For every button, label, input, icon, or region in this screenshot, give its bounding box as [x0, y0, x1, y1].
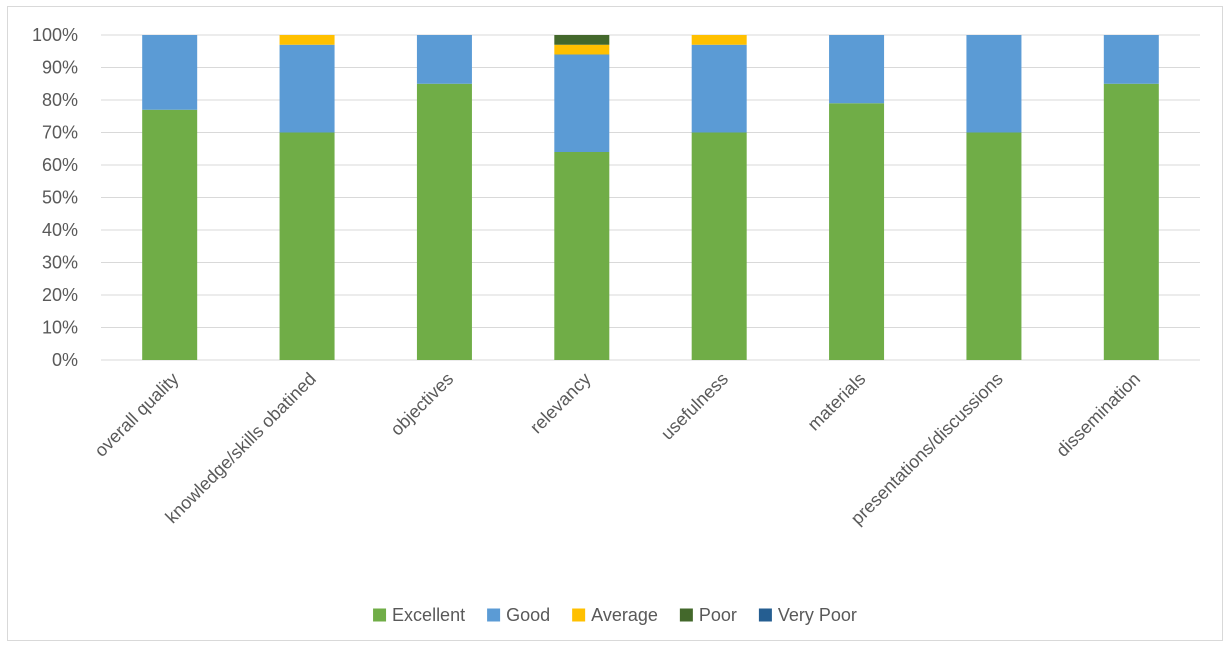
y-tick-label: 10% — [42, 318, 78, 338]
bar-segment-excellent — [279, 132, 335, 360]
bar-segment-average — [279, 35, 335, 45]
bar-segment-excellent — [416, 83, 472, 360]
x-tick-label: overall quality — [91, 369, 183, 461]
y-tick-label: 90% — [42, 58, 78, 78]
bar-segment-good — [691, 44, 747, 133]
legend-label: Poor — [699, 605, 737, 625]
bar-segment-excellent — [966, 132, 1022, 360]
bar-segment-good — [966, 35, 1022, 133]
y-axis: 0% 10% 20% 30% 40% 50% 60% 70% 80% 90% 100% — [32, 25, 78, 370]
bar-segment-excellent — [691, 132, 747, 360]
bar-segment-average — [554, 44, 610, 55]
y-tick-label: 80% — [42, 90, 78, 110]
legend-swatch — [572, 608, 586, 622]
x-tick-label: dissemination — [1052, 369, 1144, 461]
legend-label: Excellent — [392, 605, 465, 625]
bar-segment-average — [691, 35, 747, 45]
bar-segment-poor — [554, 35, 610, 45]
y-tick-label: 60% — [42, 155, 78, 175]
grid-lines — [101, 34, 1200, 361]
legend-label: Average — [591, 605, 658, 625]
bar-segment-excellent — [829, 103, 885, 360]
legend-swatch — [487, 608, 501, 622]
legend-label: Good — [506, 605, 550, 625]
x-tick-label: materials — [804, 369, 870, 435]
bar-segment-good — [1103, 35, 1159, 84]
x-tick-label: presentations/discussions — [847, 369, 1007, 529]
legend-swatch — [679, 608, 693, 622]
y-tick-label: 50% — [42, 188, 78, 208]
x-tick-label: objectives — [387, 369, 458, 440]
legend-label: Very Poor — [778, 605, 857, 625]
x-tick-label: usefulness — [657, 369, 732, 444]
bar-segment-good — [554, 54, 610, 152]
legend: Excellent Good Average Poor Very Poor — [373, 605, 857, 625]
bar-segment-excellent — [142, 109, 198, 360]
bar-segment-excellent — [1103, 83, 1159, 360]
legend-swatch — [758, 608, 772, 622]
y-tick-label: 30% — [42, 253, 78, 273]
legend-swatch — [373, 608, 387, 622]
bar-segment-good — [142, 35, 198, 110]
y-tick-label: 70% — [42, 123, 78, 143]
x-tick-label: relevancy — [526, 369, 595, 438]
y-tick-label: 0% — [52, 350, 78, 370]
bars — [142, 35, 1159, 360]
y-tick-label: 20% — [42, 285, 78, 305]
y-tick-label: 100% — [32, 25, 78, 45]
y-tick-label: 40% — [42, 220, 78, 240]
x-tick-label: knowledge/skills obatined — [161, 369, 319, 527]
bar-segment-good — [416, 35, 472, 84]
bar-segment-good — [829, 35, 885, 104]
bar-segment-good — [279, 44, 335, 133]
bar-segment-excellent — [554, 152, 610, 360]
